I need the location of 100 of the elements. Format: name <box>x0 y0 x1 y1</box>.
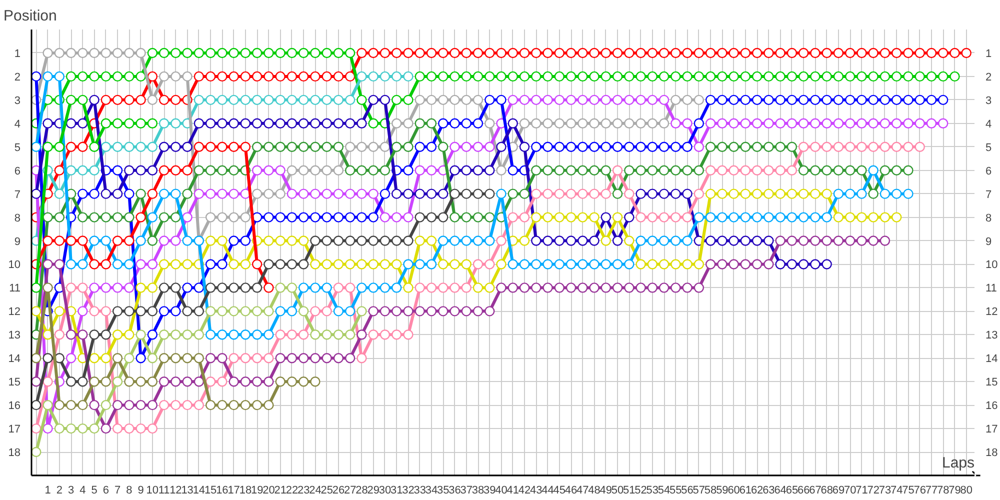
x-tick-label: 53 <box>646 484 659 496</box>
y-tick-label: 10 <box>8 259 21 272</box>
x-tick-label: 15 <box>204 484 217 496</box>
x-tick-label: 31 <box>390 484 403 496</box>
x-tick-label: 12 <box>170 484 182 496</box>
y2-tick-label: 18 <box>986 447 998 460</box>
y2-tick-label: 15 <box>986 376 998 389</box>
x-tick-label: 37 <box>460 484 473 496</box>
x-tick-label: 69 <box>832 484 845 496</box>
x-tick-label: 3 <box>68 484 74 496</box>
x-tick-label: 54 <box>658 484 670 496</box>
x-tick-label: 72 <box>867 484 880 496</box>
y2-tick-label: 4 <box>986 118 992 130</box>
x-tick-label: 51 <box>623 484 636 496</box>
x-tick-label: 78 <box>936 484 950 496</box>
x-tick-label: 30 <box>378 484 392 496</box>
x-tick-label: 13 <box>181 484 194 496</box>
x-tick-label: 65 <box>786 484 798 496</box>
x-tick-label: 50 <box>611 484 624 496</box>
x-tick-label: 8 <box>126 484 132 496</box>
y-tick-label: 15 <box>8 376 21 389</box>
x-tick-label: 29 <box>367 484 380 496</box>
x-tick-label: 9 <box>138 484 144 496</box>
x-tick-label: 18 <box>239 484 252 496</box>
x-tick-label: 35 <box>437 484 450 496</box>
x-tick-label: 20 <box>262 484 275 496</box>
x-tick-label: 43 <box>530 484 542 496</box>
x-tick-label: 46 <box>564 484 578 496</box>
x-tick-label: 5 <box>91 484 98 496</box>
y2-tick-label: 16 <box>986 400 998 412</box>
x-tick-label: 16 <box>216 484 228 496</box>
x-tick-label: 59 <box>716 484 728 496</box>
x-tick-label: 27 <box>344 484 356 496</box>
y2-tick-label: 12 <box>986 306 998 318</box>
x-tick-label: 58 <box>704 484 717 496</box>
x-tick-label: 63 <box>762 484 775 496</box>
x-tick-label: 1 <box>44 484 51 496</box>
y-tick-label: 5 <box>14 142 21 154</box>
x-tick-label: 32 <box>402 484 414 496</box>
x-tick-label: 77 <box>925 484 938 496</box>
x-tick-label: 33 <box>414 484 426 496</box>
x-tick-label: 52 <box>634 484 647 496</box>
y-tick-label: 1 <box>14 48 21 60</box>
y2-tick-label: 5 <box>986 142 992 154</box>
y-tick-label: 18 <box>8 447 21 460</box>
x-tick-label: 47 <box>576 484 589 496</box>
x-tick-label: 34 <box>425 484 438 496</box>
y2-tick-label: 6 <box>986 165 992 178</box>
x-tick-label: 64 <box>774 484 786 496</box>
x-tick-label: 68 <box>820 484 833 496</box>
x-tick-label: 2 <box>56 484 62 496</box>
x-tick-label: 76 <box>914 484 926 496</box>
x-tick-label: 25 <box>320 484 333 496</box>
y-tick-label: 17 <box>8 424 21 436</box>
y2-tick-label: 10 <box>986 259 998 272</box>
x-tick-label: 70 <box>844 484 856 496</box>
x-tick-label: 10 <box>146 484 159 496</box>
x-tick-label: 7 <box>114 484 121 496</box>
y-tick-label: 16 <box>8 400 21 412</box>
y-tick-label: 13 <box>8 330 21 342</box>
x-tick-label: 60 <box>728 484 740 496</box>
x-tick-label: 36 <box>448 484 461 496</box>
y-tick-label: 6 <box>14 165 21 178</box>
x-tick-label: 39 <box>484 484 496 496</box>
x-tick-label: 41 <box>506 484 520 496</box>
x-tick-label: 62 <box>750 484 764 496</box>
x-tick-label: 75 <box>902 484 914 496</box>
x-tick-label: 14 <box>192 484 206 496</box>
y-tick-label: 7 <box>14 188 21 201</box>
x-tick-label: 49 <box>600 484 612 496</box>
x-tick-label: 57 <box>692 484 706 496</box>
x-tick-label: 71 <box>856 484 868 496</box>
x-tick-label: 44 <box>542 484 554 496</box>
y-tick-label: 9 <box>14 236 21 248</box>
x-tick-label: 48 <box>588 484 600 496</box>
y-axis-title: Position <box>4 8 57 24</box>
x-tick-label: 26 <box>332 484 345 496</box>
y-tick-label: 14 <box>8 353 21 366</box>
y-tick-label: 8 <box>14 212 21 224</box>
x-tick-label: 45 <box>553 484 566 496</box>
x-tick-label: 17 <box>228 484 240 496</box>
x-tick-label: 56 <box>681 484 694 496</box>
x-tick-label: 73 <box>878 484 892 496</box>
y-tick-label: 4 <box>14 118 21 130</box>
x-tick-label: 66 <box>797 484 810 496</box>
x-tick-label: 42 <box>518 484 531 496</box>
x-tick-label: 28 <box>356 484 368 496</box>
y-tick-label: 3 <box>14 94 21 107</box>
x-tick-label: 55 <box>670 484 682 496</box>
y2-tick-label: 3 <box>986 94 992 107</box>
x-tick-label: 67 <box>809 484 822 496</box>
y2-tick-label: 9 <box>986 236 992 248</box>
x-tick-label: 74 <box>890 484 903 496</box>
y2-tick-label: 2 <box>986 71 992 84</box>
y2-tick-label: 13 <box>986 330 998 342</box>
y2-tick-label: 7 <box>986 188 992 201</box>
x-tick-label: 24 <box>309 484 322 496</box>
x-tick-label: 40 <box>495 484 508 496</box>
x-tick-label: 79 <box>948 484 961 496</box>
y2-tick-label: 14 <box>986 353 998 366</box>
